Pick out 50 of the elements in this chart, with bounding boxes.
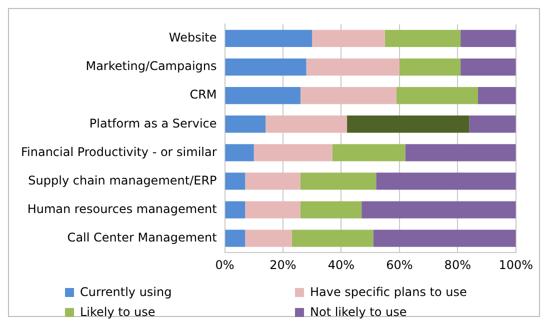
bar — [300, 172, 376, 190]
bar — [362, 201, 516, 218]
y-tick-label: Human resources management — [27, 202, 218, 216]
bar — [396, 87, 478, 104]
y-tick-label: Platform as a Service — [89, 116, 217, 130]
bar — [225, 172, 246, 190]
bar — [266, 116, 348, 133]
bar — [300, 201, 362, 218]
bar — [254, 144, 332, 162]
bar — [306, 58, 400, 76]
y-tick-label: Website — [168, 30, 217, 45]
bar — [405, 144, 516, 162]
bar — [225, 30, 312, 48]
bar — [376, 172, 516, 190]
y-tick-label: Supply chain management/ERP — [28, 173, 217, 188]
x-tick-label: 80% — [444, 258, 471, 272]
bar — [245, 172, 300, 190]
bar — [292, 230, 374, 247]
y-tick-label: CRM — [190, 88, 217, 102]
legend-label: Not likely to use — [310, 305, 407, 319]
x-tick-label: 20% — [270, 258, 296, 272]
x-tick-label: 100% — [498, 258, 534, 272]
bar — [245, 201, 300, 218]
bar — [469, 116, 516, 133]
bar — [399, 58, 461, 76]
bar — [460, 30, 516, 48]
legend-label: Likely to use — [80, 305, 156, 319]
legend-label: Currently using — [80, 285, 172, 299]
x-tick-label: 60% — [386, 258, 413, 272]
bar — [332, 144, 406, 162]
y-tick-label: Call Center Management — [67, 230, 218, 244]
bar — [384, 30, 461, 48]
bar — [312, 30, 385, 48]
bar — [225, 116, 266, 133]
legend-label: Have specific plans to use — [310, 285, 467, 299]
bar — [460, 58, 516, 76]
x-tick-label: 40% — [328, 258, 355, 272]
bar — [225, 58, 306, 76]
bar — [225, 87, 300, 104]
y-tick-label: Marketing/Campaigns — [86, 59, 217, 74]
bar — [478, 87, 516, 104]
bar — [225, 230, 246, 247]
bar — [300, 87, 397, 104]
bar — [347, 116, 470, 133]
bar — [225, 201, 246, 218]
bar — [245, 230, 292, 247]
x-tick-label: 0% — [215, 258, 234, 272]
bar — [225, 144, 254, 162]
y-tick-label: Financial Productivity - or similar — [21, 144, 217, 159]
bar — [373, 230, 516, 247]
